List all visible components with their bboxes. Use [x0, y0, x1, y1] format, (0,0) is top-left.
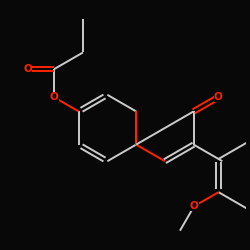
Text: O: O — [190, 201, 198, 211]
Text: O: O — [214, 92, 222, 102]
Text: O: O — [50, 92, 58, 102]
Text: O: O — [23, 64, 32, 74]
